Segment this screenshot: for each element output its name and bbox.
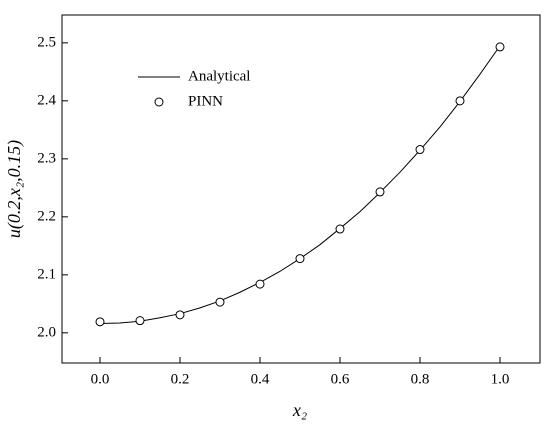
x-axis-title: x₂: [292, 400, 307, 420]
plot-frame: [61, 14, 541, 364]
x-tick-label: 0.6: [331, 371, 350, 387]
marker: [415, 145, 425, 155]
marker: [95, 317, 105, 327]
y-tick-label: 2.1: [37, 266, 56, 282]
marker: [255, 279, 265, 289]
y-tick-label: 2.4: [37, 92, 56, 108]
y-tick-label: 2.5: [37, 34, 56, 50]
marker: [375, 187, 385, 197]
x-tick-label: 0.2: [171, 371, 190, 387]
legend-label: Analytical: [188, 68, 250, 84]
marker: [175, 310, 185, 320]
y-tick-label: 2.2: [37, 208, 56, 224]
marker: [295, 254, 305, 264]
x-tick-label: 0.8: [411, 371, 430, 387]
marker: [135, 316, 145, 326]
x-tick-label: 0.0: [91, 371, 110, 387]
x-tick-label: 1.0: [491, 371, 510, 387]
y-tick-label: 2.0: [37, 324, 56, 340]
marker: [215, 297, 225, 307]
marker: [455, 96, 465, 106]
line: [99, 45, 501, 325]
y-axis-title: u(0.2,x₂,0.15): [4, 140, 25, 238]
marker: [495, 42, 505, 52]
legend-label: PINN: [188, 93, 223, 109]
legend-marker: [154, 97, 164, 107]
x-tick-label: 0.4: [251, 371, 270, 387]
marker: [335, 224, 345, 234]
y-tick-label: 2.3: [37, 150, 56, 166]
